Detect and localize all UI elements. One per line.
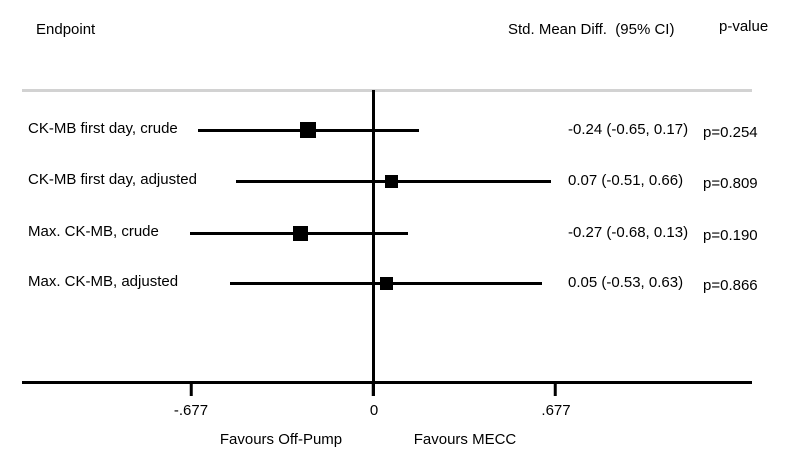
axis-tick-zero (371, 384, 375, 396)
p-value-text: p=0.254 (703, 124, 758, 141)
effect-estimate-text: -0.24 (-0.65, 0.17) (568, 121, 689, 138)
point-estimate-marker (300, 122, 317, 138)
point-estimate-marker (385, 174, 399, 188)
axis-tick-pos (553, 384, 557, 396)
point-estimate-marker (379, 276, 393, 290)
point-estimate-marker (292, 225, 308, 241)
endpoint-row-label: CK-MB first day, crude (28, 120, 178, 137)
effect-estimate-text: 0.07 (-0.51, 0.66) (568, 172, 684, 189)
favours-right-label: Favours MECC (413, 431, 517, 448)
endpoint-row-label: Max. CK-MB, adjusted (28, 273, 179, 290)
axis-tick-neg (189, 384, 193, 396)
column-header-endpoint: Endpoint (36, 21, 96, 38)
effect-estimate-text: 0.05 (-0.53, 0.63) (568, 274, 684, 291)
p-value-text: p=0.866 (703, 277, 758, 294)
top-rule (22, 89, 752, 92)
axis-tick-label-zero: 0 (369, 402, 379, 419)
x-axis-line (22, 381, 752, 384)
p-value-text: p=0.809 (703, 175, 758, 192)
effect-estimate-text: -0.27 (-0.68, 0.13) (568, 224, 689, 241)
favours-left-label: Favours Off-Pump (219, 431, 343, 448)
axis-tick-label-neg: -.677 (173, 402, 209, 419)
endpoint-row-label: CK-MB first day, adjusted (28, 171, 197, 188)
column-header-effect: Std. Mean Diff. (95% CI) (508, 21, 675, 38)
p-value-text: p=0.190 (703, 227, 758, 244)
axis-tick-label-pos: .677 (541, 402, 571, 419)
endpoint-row-label: Max. CK-MB, crude (28, 223, 159, 240)
zero-reference-line (372, 90, 375, 396)
column-header-pvalue: p-value (719, 18, 769, 35)
